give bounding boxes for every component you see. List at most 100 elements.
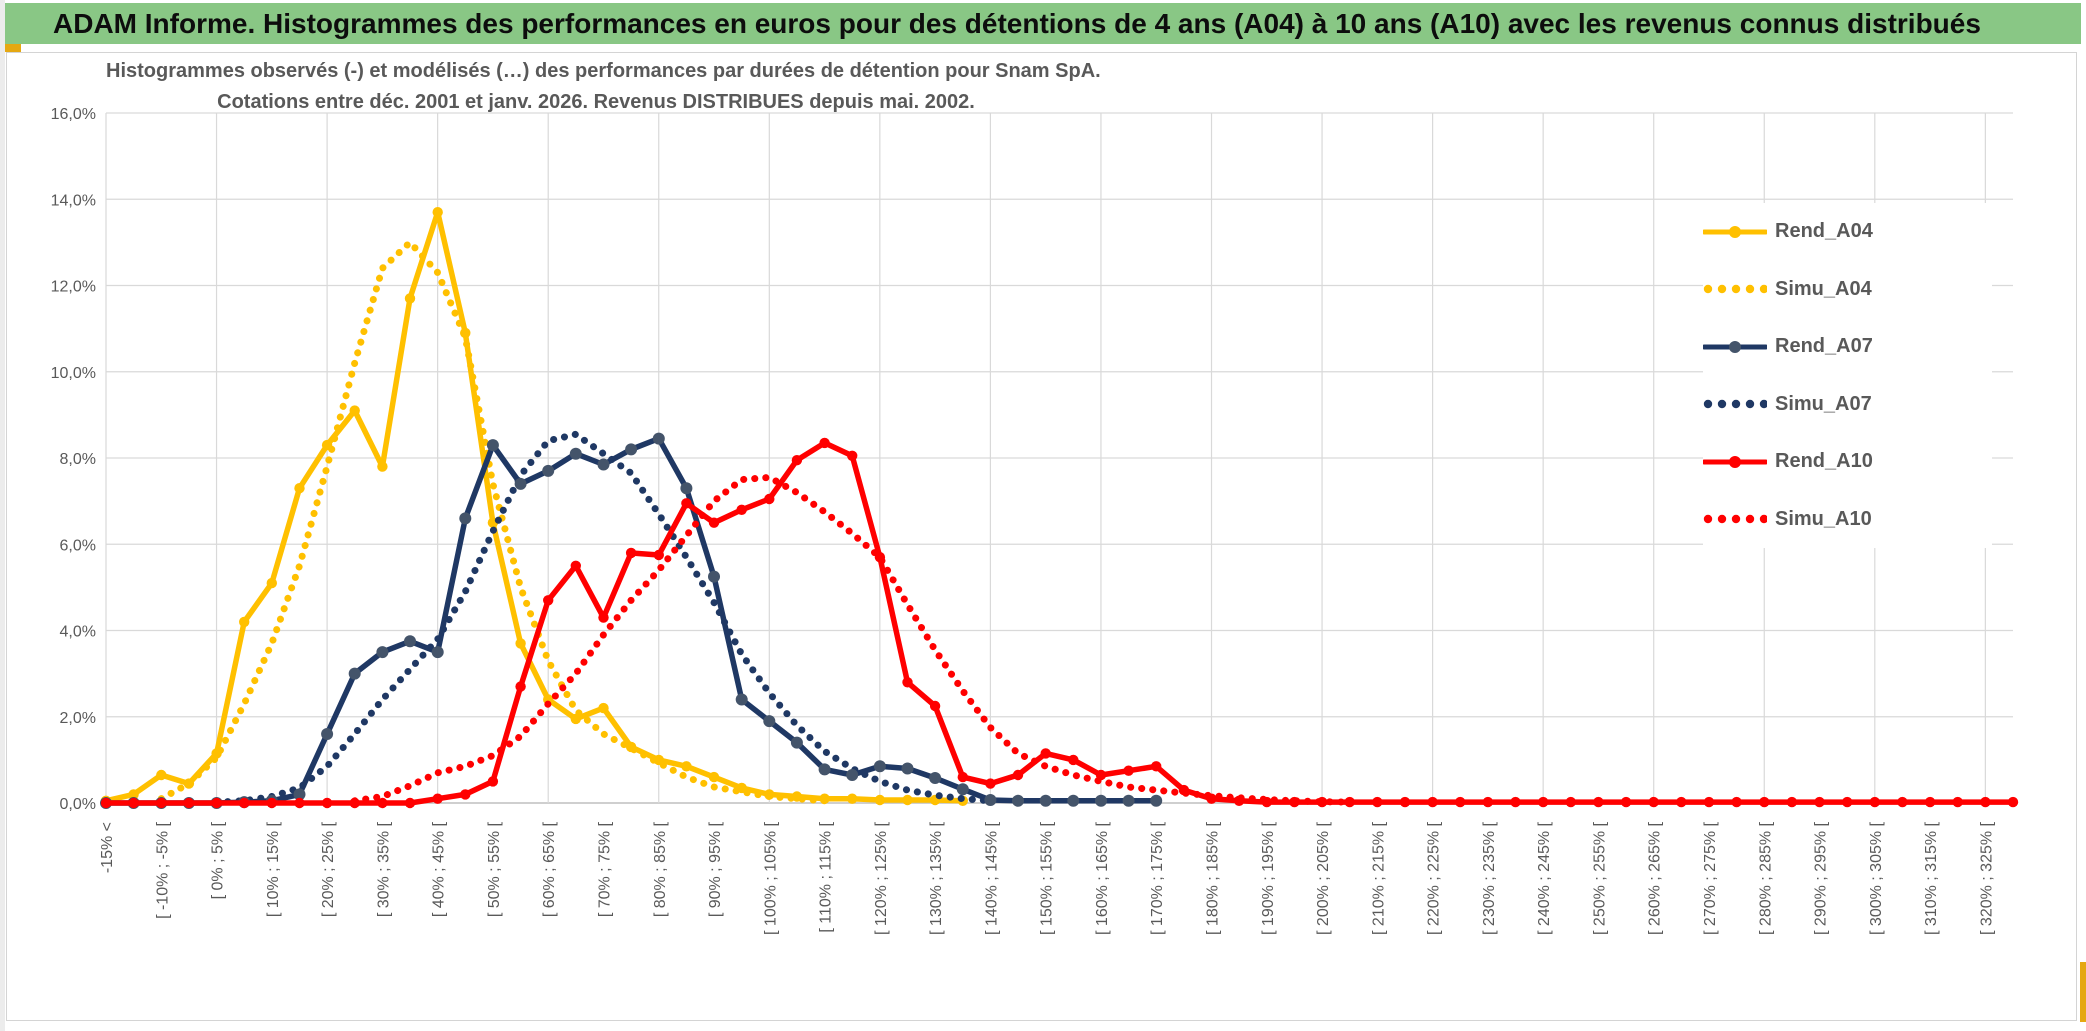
x-tick-label: [ 260% ; 265% [	[1647, 821, 1664, 935]
series-rend_a10-marker	[239, 797, 250, 809]
series-rend_a07-marker	[652, 432, 665, 445]
y-tick-label: 10,0%	[51, 365, 96, 382]
series-rend_a04-marker	[819, 793, 830, 804]
x-tick-label: [ 290% ; 295% [	[1813, 821, 1830, 935]
series-rend_a04-marker	[404, 293, 416, 304]
series-rend_a07-marker	[956, 783, 969, 796]
series-rend_a10-marker	[1151, 761, 1162, 772]
series-rend_a04-marker	[239, 616, 250, 628]
series-rend_a10-marker	[1869, 796, 1881, 808]
x-tick-label: [ 300% ; 305% [	[1868, 821, 1885, 935]
x-tick-label: [ 180% ; 185% [	[1205, 821, 1222, 935]
x-tick-label: [ 230% ; 235% [	[1481, 821, 1498, 935]
series-rend_a04-marker	[847, 793, 858, 804]
series-rend_a10-marker	[1455, 796, 1466, 808]
series-rend_a04-marker	[791, 791, 803, 802]
series-rend_a10-marker	[1233, 795, 1245, 806]
legend-label: Simu_A04	[1775, 277, 1872, 300]
series-rend_a07-marker	[846, 769, 859, 781]
legend-solid-line-sample	[1703, 225, 1767, 238]
series-rend_a07-marker	[597, 458, 610, 471]
series-rend_a07-marker	[929, 772, 942, 784]
series-rend_a04-marker	[902, 794, 913, 806]
series-rend_a07-marker	[763, 715, 776, 728]
x-tick-label: [ 310% ; 315% [	[1923, 821, 1940, 935]
series-rend_a07-marker	[1012, 794, 1024, 807]
x-tick-label: [ 170% ; 175% [	[1149, 821, 1166, 935]
legend-item-simu_a07[interactable]: Simu_A07	[1703, 376, 1992, 434]
series-rend_a07-marker	[542, 464, 555, 477]
gold-accent-left	[5, 44, 21, 52]
series-rend_a07-marker	[625, 443, 638, 456]
series-rend_a04-marker	[515, 638, 526, 649]
series-rend_a10-marker	[1731, 796, 1742, 808]
series-rend_a10-marker	[294, 797, 305, 809]
series-rend_a07-marker	[901, 762, 914, 775]
y-tick-label: 16,0%	[51, 106, 96, 123]
series-rend_a04-marker	[266, 577, 277, 589]
series-rend_a10-marker	[1538, 796, 1549, 808]
series-rend_a07-marker	[1095, 794, 1107, 807]
series-rend_a10-marker	[1759, 796, 1770, 808]
legend-label: Rend_A04	[1775, 220, 1873, 243]
series-rend_a04-marker	[736, 782, 747, 794]
series-rend_a10-marker	[1565, 796, 1577, 808]
series-rend_a04-marker	[294, 483, 305, 494]
x-tick-label: [ -10% ; -5% [	[154, 821, 171, 918]
x-tick-label: [ 140% ; 145% [	[983, 821, 1000, 935]
series-rend_a10-marker	[1399, 796, 1411, 808]
series-rend_a10-marker	[957, 771, 968, 783]
series-rend_a10-marker	[598, 612, 609, 623]
x-tick-label: [ 0% ; 5% [	[210, 821, 227, 899]
legend-label: Rend_A07	[1775, 335, 1873, 358]
x-tick-label: [ 90% ; 95% [	[707, 821, 724, 917]
series-rend_a10-marker	[432, 793, 443, 804]
x-tick-label: [ 280% ; 285% [	[1757, 821, 1774, 935]
series-simu_a04-line[interactable]	[157, 238, 829, 805]
x-tick-label: [ 250% ; 255% [	[1591, 821, 1608, 935]
legend-item-rend_a10[interactable]: Rend_A10	[1703, 433, 1992, 491]
x-tick-label: [ 220% ; 225% [	[1426, 821, 1443, 935]
series-rend_a10-marker	[487, 776, 499, 787]
series-rend_a10-marker	[570, 560, 581, 571]
legend-solid-line-sample	[1703, 455, 1767, 468]
series-rend_a10-line[interactable]	[103, 440, 2016, 806]
x-tick-label: [ 10% ; 15% [	[265, 821, 282, 917]
legend-dotted-line-sample	[1703, 285, 1767, 294]
series-rend_a07-marker	[459, 512, 472, 525]
legend-dotted-line-sample	[1703, 400, 1767, 409]
series-rend_a10-marker	[708, 517, 720, 528]
series-rend_a10-marker	[1068, 754, 1079, 766]
series-rend_a04-line[interactable]	[103, 209, 966, 804]
series-rend_a04-marker	[653, 754, 664, 766]
series-rend_a10-marker	[1427, 796, 1438, 808]
x-tick-label: [ 270% ; 275% [	[1702, 821, 1719, 935]
legend-item-simu_a10[interactable]: Simu_A10	[1703, 491, 1992, 549]
x-tick-label: [ 40% ; 45% [	[431, 821, 448, 917]
legend-item-rend_a07[interactable]: Rend_A07	[1703, 318, 1992, 376]
series-rend_a07-marker	[376, 646, 389, 659]
series-rend_a04-marker	[128, 789, 139, 800]
series-rend_a10-marker	[1924, 796, 1936, 808]
series-rend_a10-marker	[1786, 796, 1798, 808]
series-rend_a07-marker	[348, 667, 361, 680]
series-rend_a10-marker	[1676, 796, 1687, 808]
legend-item-rend_a04[interactable]: Rend_A04	[1703, 203, 1992, 261]
series-simu_a07-line[interactable]	[213, 430, 994, 806]
series-rend_a10-marker	[1897, 796, 1908, 808]
series-rend_a10-marker	[653, 549, 664, 561]
series-rend_a10-marker	[625, 547, 637, 559]
workbook-banner-title: ADAM Informe. Histogrammes des performan…	[5, 3, 2081, 44]
series-rend_a07-marker	[1067, 794, 1080, 807]
series-rend_a10-marker	[266, 797, 277, 809]
series-rend_a10-marker	[321, 797, 333, 809]
y-tick-label: 14,0%	[51, 192, 96, 209]
series-rend_a10-marker	[543, 595, 554, 606]
series-rend_a07-marker	[1150, 794, 1163, 807]
series-rend_a10-marker	[1814, 796, 1825, 808]
chart-legend: Rend_A04 Simu_A04 Rend_A07 Simu_A07 Rend_A10…	[1703, 203, 1992, 548]
x-tick-label: [ 70% ; 75% [	[596, 821, 613, 917]
series-rend_a07-marker	[818, 763, 831, 776]
chart-title-line2: Cotations entre déc. 2001 et janv. 2026.…	[217, 91, 975, 113]
legend-item-simu_a04[interactable]: Simu_A04	[1703, 261, 1992, 319]
